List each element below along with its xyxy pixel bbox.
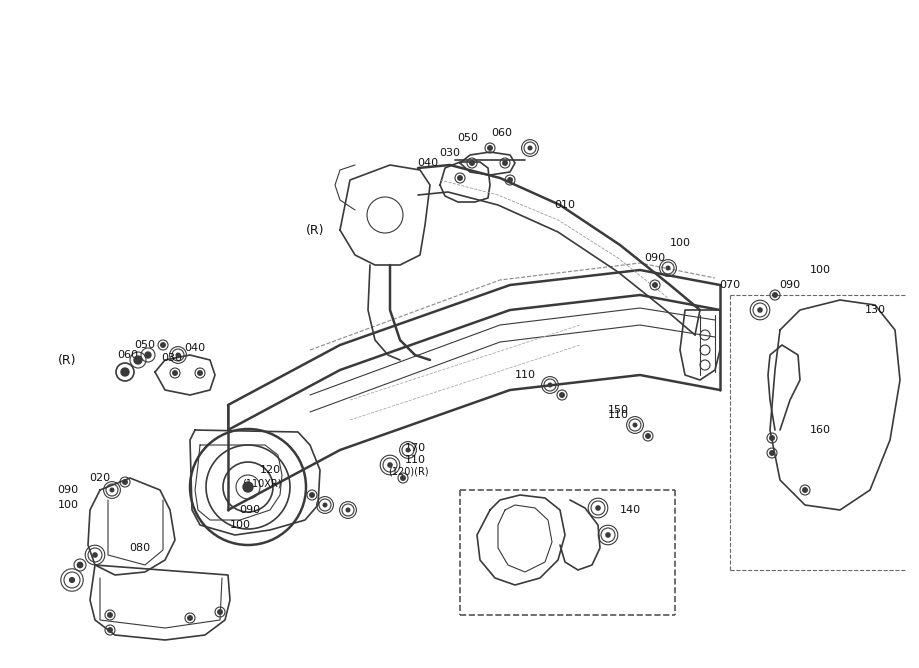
Circle shape [108,628,112,632]
Text: 130: 130 [864,305,885,315]
Circle shape [401,476,404,480]
Circle shape [406,448,409,452]
Circle shape [134,356,142,364]
Circle shape [632,424,636,427]
Text: 110: 110 [404,455,425,465]
Text: 110: 110 [607,410,628,420]
Circle shape [606,533,609,537]
Circle shape [108,613,112,617]
Circle shape [218,610,222,615]
Circle shape [665,267,669,270]
Circle shape [769,451,774,456]
Text: 090: 090 [778,280,800,290]
Circle shape [487,146,492,150]
Circle shape [596,506,599,510]
Text: 100: 100 [229,520,250,530]
Text: 030: 030 [162,353,182,363]
Circle shape [502,161,506,165]
Text: (R): (R) [305,224,323,236]
Circle shape [70,578,74,582]
Circle shape [757,308,761,312]
Circle shape [323,503,326,507]
Circle shape [528,146,531,150]
Circle shape [173,371,177,375]
Text: 060: 060 [491,128,512,138]
Text: 140: 140 [618,505,640,515]
Text: 050: 050 [134,340,155,350]
Circle shape [77,562,83,568]
Circle shape [388,463,391,467]
Circle shape [802,488,806,492]
Text: 090: 090 [57,485,78,495]
Circle shape [346,508,349,512]
Circle shape [470,161,473,165]
Text: 110: 110 [514,370,535,380]
Circle shape [198,371,202,375]
Text: (110XR): (110XR) [242,478,281,488]
Text: 010: 010 [554,200,575,210]
Circle shape [161,343,165,347]
Text: 020: 020 [89,473,110,483]
Text: 160: 160 [809,425,830,435]
Text: 100: 100 [57,500,78,510]
Text: 090: 090 [643,253,664,263]
Circle shape [310,493,314,497]
Circle shape [548,383,551,387]
Circle shape [145,352,151,358]
Text: 040: 040 [184,343,205,353]
Circle shape [458,176,461,180]
Text: 070: 070 [719,280,740,290]
Text: 100: 100 [809,265,830,275]
Circle shape [559,393,563,397]
Text: 120: 120 [259,465,280,475]
Text: 060: 060 [118,350,139,360]
Text: 040: 040 [417,158,438,168]
Text: (120)(R): (120)(R) [387,467,428,477]
Circle shape [187,616,192,621]
Text: 030: 030 [439,148,460,158]
Text: 150: 150 [607,405,628,415]
Text: 090: 090 [239,505,260,515]
Circle shape [176,353,179,357]
Circle shape [645,434,650,438]
Text: 100: 100 [669,238,690,248]
Text: 050: 050 [457,133,478,143]
Circle shape [122,480,127,484]
Text: 080: 080 [130,543,151,553]
Circle shape [110,488,114,492]
Circle shape [507,178,512,182]
Circle shape [652,283,656,287]
Circle shape [121,368,129,376]
Circle shape [93,553,97,557]
Circle shape [769,436,774,440]
Text: (R): (R) [58,353,76,367]
Circle shape [243,482,253,492]
Circle shape [772,293,777,297]
Text: 170: 170 [404,443,425,453]
